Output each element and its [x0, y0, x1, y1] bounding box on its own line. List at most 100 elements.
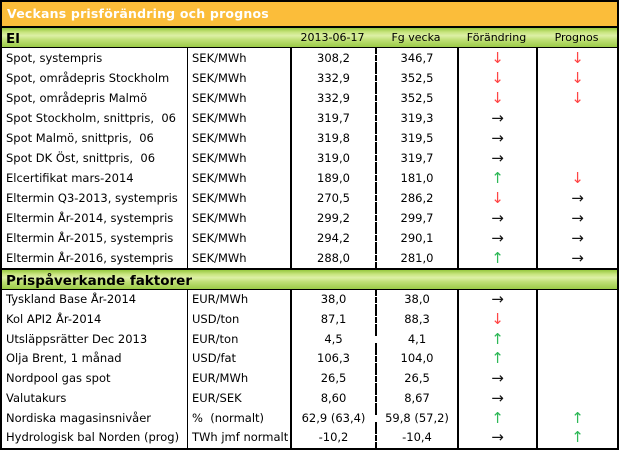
flat-arrow-icon: →: [491, 149, 504, 167]
table-row: Spot DK Öst, snittpris, 06 SEK/MWh 319,0 31…: [2, 148, 617, 168]
row-label: Spot DK Öst, snittpris, 06: [6, 151, 156, 165]
row-unit: SEK/MWh: [187, 168, 290, 188]
forecast-arrow-cell: [536, 148, 617, 168]
column-header-date: 2013-06-17: [300, 31, 365, 44]
flat-arrow-icon: →: [491, 388, 504, 407]
previous-value: 281,0: [375, 248, 457, 268]
flat-arrow-icon: →: [491, 129, 504, 147]
forecast-arrow-cell: →: [536, 248, 617, 268]
up-arrow-icon: ↑: [491, 169, 504, 187]
row-label: Eltermin År-2014, systempris: [6, 211, 174, 225]
forecast-arrow-cell: ↓: [536, 68, 617, 88]
row-label: Spot, systempris: [6, 51, 103, 65]
table-row: Spot Malmö, snittpris, 06 SEK/MWh 319,8 319…: [2, 128, 617, 148]
forecast-arrow-cell: [536, 388, 617, 409]
current-value: 332,9: [290, 88, 375, 108]
el-rows: Spot, systempris SEK/MWh 308,2 346,7 ↓ ↓ Spot,…: [2, 48, 617, 268]
current-value: 38,0: [290, 290, 375, 310]
row-label: Spot, områdepris Malmö: [6, 91, 148, 105]
down-arrow-icon: ↓: [571, 69, 584, 87]
column-header-forecast: Prognos: [554, 31, 599, 44]
row-unit: SEK/MWh: [187, 68, 290, 88]
row-label: Spot, områdepris Stockholm: [6, 71, 170, 85]
previous-value: 319,7: [375, 148, 457, 168]
change-arrow-cell: ↑: [457, 349, 536, 369]
previous-value: 88,3: [375, 309, 457, 330]
flat-arrow-icon: →: [571, 249, 584, 267]
down-arrow-icon: ↓: [571, 89, 584, 107]
current-value: 87,1: [290, 309, 375, 330]
current-value: 62,9 (63,4): [290, 408, 375, 429]
row-unit: SEK/MWh: [187, 108, 290, 128]
table-row: Utsläppsrätter Dec 2013 EUR/ton 4,5 4,1 ↑: [2, 329, 617, 350]
row-unit: USD/ton: [187, 309, 290, 330]
change-arrow-cell: ↓: [457, 48, 536, 68]
previous-value: 4,1: [375, 329, 457, 350]
up-arrow-icon: ↑: [491, 329, 504, 348]
current-value: 106,3: [290, 349, 375, 369]
flat-arrow-icon: →: [491, 428, 504, 447]
column-header-change: Förändring: [466, 31, 527, 44]
forecast-arrow-cell: ↓: [536, 48, 617, 68]
previous-value: -10,4: [375, 428, 457, 448]
change-arrow-cell: →: [457, 428, 536, 448]
change-arrow-cell: ↓: [457, 188, 536, 208]
change-arrow-cell: ↑: [457, 408, 536, 429]
table-row: Valutakurs EUR/SEK 8,60 8,67 →: [2, 388, 617, 409]
table-row: Eltermin Q3-2013, systempris SEK/MWh 270,5…: [2, 188, 617, 208]
table-row: Hydrologisk bal Norden (prog) TWh jmf nor…: [2, 428, 617, 448]
change-arrow-cell: ↑: [457, 168, 536, 188]
change-arrow-cell: →: [457, 128, 536, 148]
table-row: Spot, systempris SEK/MWh 308,2 346,7 ↓ ↓: [2, 48, 617, 68]
table-row: Spot, områdepris Stockholm SEK/MWh 332,9 35…: [2, 68, 617, 88]
section-title-el: El: [6, 31, 20, 47]
previous-value: 59,8 (57,2): [375, 408, 457, 429]
current-value: 319,7: [290, 108, 375, 128]
section-header-el: El 2013-06-17 Fg vecka Förändring Progno…: [2, 28, 617, 48]
table-row: Eltermin År-2016, systempris SEK/MWh 288,0…: [2, 248, 617, 268]
current-value: 294,2: [290, 228, 375, 248]
section-header-faktorer: Prispåverkande faktorer: [2, 268, 617, 290]
table-row: Olja Brent, 1 månad USD/fat 106,3 104,0 ↑: [2, 349, 617, 369]
current-value: 299,2: [290, 208, 375, 228]
row-label: Nordpool gas spot: [6, 371, 111, 385]
current-value: 4,5: [290, 329, 375, 350]
row-label: Utsläppsrätter Dec 2013: [6, 331, 148, 346]
current-value: -10,2: [290, 428, 375, 448]
forecast-arrow-cell: [536, 128, 617, 148]
table-row: Nordpool gas spot EUR/MWh 26,5 26,5 →: [2, 369, 617, 389]
row-unit: % (normalt): [187, 408, 290, 429]
forecast-arrow-cell: [536, 369, 617, 389]
forecast-arrow-cell: →: [536, 228, 617, 248]
current-value: 308,2: [290, 48, 375, 68]
previous-value: 8,67: [375, 388, 457, 409]
row-unit: SEK/MWh: [187, 48, 290, 68]
row-label: Nordiska magasinsnivåer: [6, 410, 152, 425]
previous-value: 352,5: [375, 68, 457, 88]
change-arrow-cell: →: [457, 369, 536, 389]
row-unit: EUR/SEK: [187, 388, 290, 409]
forecast-arrow-cell: →: [536, 188, 617, 208]
up-arrow-icon: ↑: [491, 349, 504, 368]
table-row: Elcertifikat mars-2014 SEK/MWh 189,0 181,0 ↑…: [2, 168, 617, 188]
row-label: Eltermin Q3-2013, systempris: [6, 191, 178, 205]
change-arrow-cell: →: [457, 148, 536, 168]
table-row: Tyskland Base År-2014 EUR/MWh 38,0 38,0 →: [2, 290, 617, 310]
previous-value: 346,7: [375, 48, 457, 68]
down-arrow-icon: ↓: [491, 69, 504, 87]
up-arrow-icon: ↑: [491, 249, 504, 267]
row-label: Eltermin År-2016, systempris: [6, 251, 174, 265]
report-title: Veckans prisförändring och prognos: [7, 6, 269, 21]
row-unit: SEK/MWh: [187, 248, 290, 268]
down-arrow-icon: ↓: [491, 309, 504, 328]
flat-arrow-icon: →: [571, 229, 584, 247]
row-label: Spot Malmö, snittpris, 06: [6, 131, 154, 145]
current-value: 8,60: [290, 388, 375, 409]
previous-value: 26,5: [375, 369, 457, 389]
down-arrow-icon: ↓: [491, 49, 504, 67]
table-row: Spot, områdepris Malmö SEK/MWh 332,9 352,5 ↓…: [2, 88, 617, 108]
current-value: 288,0: [290, 248, 375, 268]
flat-arrow-icon: →: [491, 369, 504, 387]
row-unit: SEK/MWh: [187, 208, 290, 228]
up-arrow-icon: ↑: [491, 408, 504, 427]
